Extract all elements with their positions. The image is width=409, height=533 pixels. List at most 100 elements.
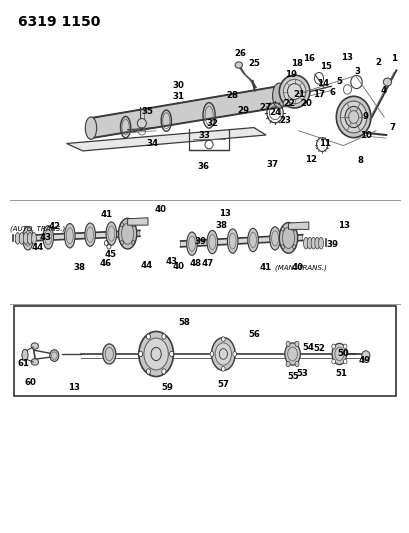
Ellipse shape — [339, 101, 366, 133]
Text: 13: 13 — [218, 209, 230, 218]
Text: 24: 24 — [268, 108, 281, 117]
Text: 33: 33 — [198, 131, 210, 140]
Text: 51: 51 — [335, 369, 346, 378]
Text: 56: 56 — [247, 330, 259, 339]
Ellipse shape — [335, 96, 370, 138]
Polygon shape — [288, 222, 308, 229]
Text: 10: 10 — [359, 131, 371, 140]
Ellipse shape — [139, 332, 173, 376]
Text: 47: 47 — [201, 260, 213, 268]
Ellipse shape — [22, 349, 28, 361]
Ellipse shape — [137, 118, 146, 128]
Ellipse shape — [303, 237, 308, 249]
Text: 44: 44 — [31, 244, 43, 253]
Ellipse shape — [285, 361, 290, 367]
Polygon shape — [16, 230, 139, 241]
Ellipse shape — [331, 343, 346, 365]
Ellipse shape — [221, 367, 225, 371]
Text: 25: 25 — [248, 60, 260, 68]
Ellipse shape — [279, 75, 309, 108]
Text: 8: 8 — [357, 156, 363, 165]
Ellipse shape — [50, 350, 58, 361]
Ellipse shape — [342, 359, 346, 364]
Text: 27: 27 — [258, 103, 271, 112]
Ellipse shape — [314, 237, 319, 249]
Text: 13: 13 — [341, 53, 353, 62]
Text: 34: 34 — [146, 139, 159, 148]
Ellipse shape — [232, 352, 236, 357]
Ellipse shape — [146, 369, 150, 374]
Text: 20: 20 — [299, 99, 311, 108]
Ellipse shape — [211, 337, 234, 370]
Ellipse shape — [307, 237, 311, 249]
Ellipse shape — [64, 223, 75, 248]
Text: 5: 5 — [336, 77, 342, 86]
Polygon shape — [180, 235, 302, 247]
Ellipse shape — [103, 344, 115, 364]
Text: 46: 46 — [99, 260, 111, 268]
Text: 28: 28 — [226, 91, 238, 100]
Text: 55: 55 — [286, 372, 298, 381]
Ellipse shape — [269, 227, 280, 250]
Text: 6319 1150: 6319 1150 — [18, 14, 100, 29]
Ellipse shape — [169, 351, 173, 357]
Text: 32: 32 — [206, 119, 218, 128]
Ellipse shape — [283, 100, 289, 107]
Ellipse shape — [294, 341, 298, 346]
Ellipse shape — [31, 359, 38, 365]
Text: 16: 16 — [303, 54, 315, 63]
Text: 13: 13 — [337, 221, 349, 230]
Ellipse shape — [138, 351, 142, 357]
Ellipse shape — [279, 222, 297, 253]
Text: 36: 36 — [196, 163, 209, 171]
Ellipse shape — [22, 227, 33, 250]
Text: 30: 30 — [172, 80, 184, 90]
Text: 1: 1 — [391, 54, 396, 63]
Ellipse shape — [118, 218, 137, 249]
Text: 40: 40 — [172, 262, 184, 271]
Text: (AUTO. TRANS.): (AUTO. TRANS.) — [9, 225, 65, 231]
Polygon shape — [66, 127, 265, 151]
Text: 40: 40 — [155, 205, 166, 214]
Text: 12: 12 — [304, 155, 316, 164]
Text: 39: 39 — [325, 240, 337, 249]
Ellipse shape — [19, 232, 24, 244]
Ellipse shape — [342, 344, 346, 349]
Text: 3: 3 — [354, 67, 360, 76]
Ellipse shape — [215, 343, 231, 365]
Text: 14: 14 — [316, 79, 328, 88]
Text: 35: 35 — [141, 107, 153, 116]
Text: 4: 4 — [380, 86, 386, 95]
Text: 11: 11 — [318, 139, 330, 148]
Ellipse shape — [283, 79, 305, 104]
Ellipse shape — [85, 117, 97, 139]
Ellipse shape — [331, 359, 335, 364]
Text: 43: 43 — [165, 257, 177, 265]
Text: 40: 40 — [291, 263, 303, 272]
Ellipse shape — [162, 334, 166, 339]
Text: 15: 15 — [319, 62, 330, 70]
Text: 7: 7 — [388, 123, 394, 132]
Text: 9: 9 — [362, 112, 368, 122]
Text: 18: 18 — [290, 60, 302, 68]
Text: 13: 13 — [68, 383, 80, 392]
Ellipse shape — [85, 223, 95, 246]
Ellipse shape — [144, 338, 168, 370]
Ellipse shape — [146, 334, 150, 339]
Text: (MAN. TRANS.): (MAN. TRANS.) — [274, 264, 326, 271]
Ellipse shape — [331, 344, 335, 349]
Text: 29: 29 — [237, 106, 249, 115]
Text: 31: 31 — [172, 92, 184, 101]
Text: 23: 23 — [279, 116, 291, 125]
Ellipse shape — [207, 230, 217, 254]
Text: 38: 38 — [215, 221, 227, 230]
Text: 43: 43 — [39, 233, 51, 242]
Text: 41: 41 — [100, 210, 112, 219]
Ellipse shape — [310, 237, 315, 249]
Text: 19: 19 — [285, 70, 297, 79]
Ellipse shape — [361, 351, 369, 360]
Text: 21: 21 — [293, 90, 305, 99]
Text: 61: 61 — [18, 359, 30, 367]
Polygon shape — [127, 217, 148, 225]
Ellipse shape — [284, 343, 299, 365]
